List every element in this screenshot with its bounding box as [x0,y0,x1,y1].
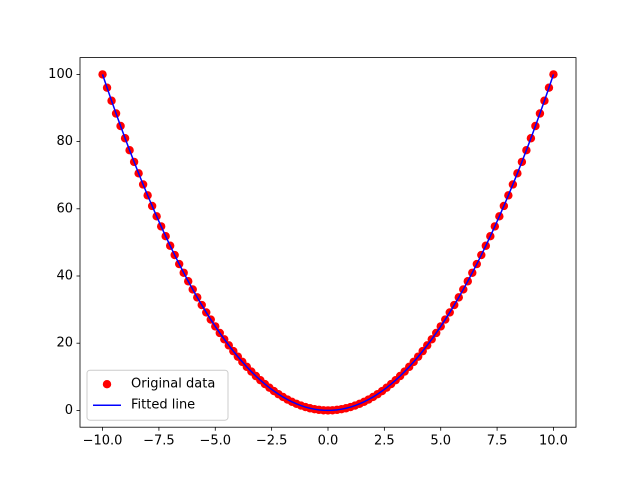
fitted-line [101,74,555,412]
y-tick-label: 80 [56,134,73,149]
x-tick-label: −10.0 [83,434,123,449]
legend-label: Fitted line [131,398,195,413]
legend-label: Original data [131,377,215,392]
y-tick-label: 100 [48,67,73,82]
plot-frame [79,57,577,428]
legend-marker [102,380,112,389]
x-tick-label: 5.0 [430,434,451,449]
legend-box [86,369,229,421]
x-tick-label: 2.5 [374,434,395,449]
x-tick-label: −7.5 [143,434,175,449]
y-tick-label: 0 [65,403,73,418]
x-tick-label: −2.5 [256,434,288,449]
y-tick-label: 20 [56,336,73,351]
x-tick-label: 10.0 [539,434,568,449]
x-tick-label: 7.5 [487,434,508,449]
y-tick-label: 40 [56,269,73,284]
x-tick-label: 0.0 [318,434,339,449]
x-tick-label: −5.0 [199,434,231,449]
y-tick-label: 60 [56,201,73,216]
